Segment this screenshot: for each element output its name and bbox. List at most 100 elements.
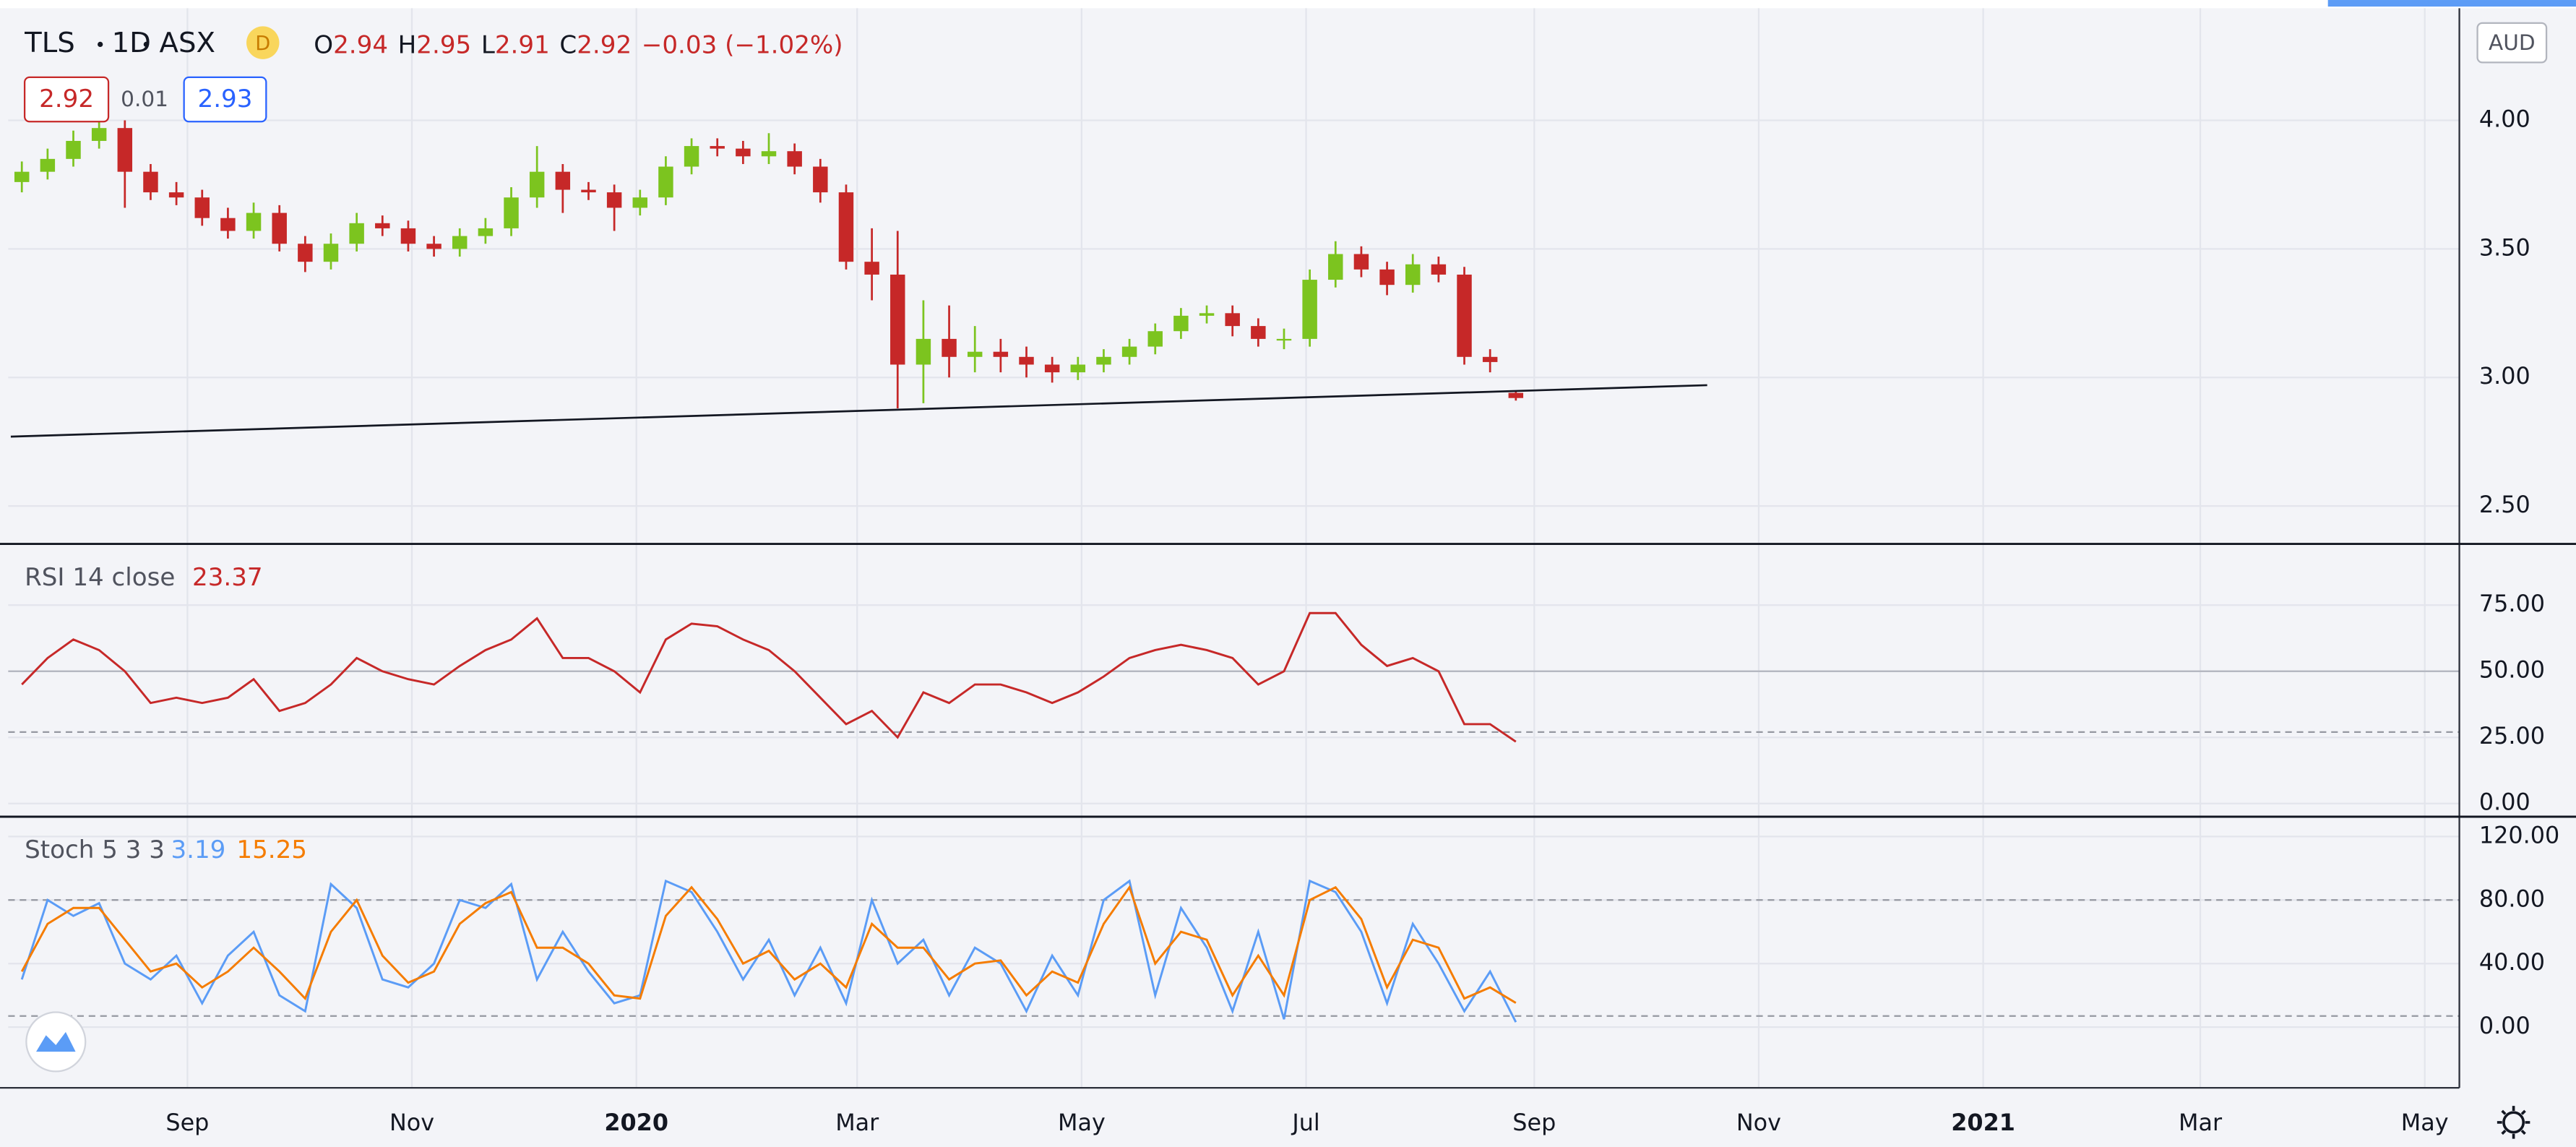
candle-body [1328,254,1343,280]
top-bar-highlight [2327,0,2576,7]
candle-body [91,128,107,141]
bid-box[interactable] [23,76,110,123]
pane-title: RSI 14 close [25,563,175,592]
candle-body [426,244,441,249]
ohlc-label: O [314,30,333,59]
spread: 0.01 [121,87,168,111]
candle-body [1276,338,1292,341]
candle-body [606,192,622,208]
symbol: TLS [24,27,75,59]
candle-body [1121,346,1137,357]
x-tick-label: Nov [1736,1109,1781,1136]
logo-icon [36,1031,76,1052]
ohlc-value: 2.94 [333,30,388,59]
x-tick-label: Sep [1512,1109,1556,1136]
candle-body [1096,356,1111,365]
x-tick-label: May [1058,1109,1106,1136]
candle-body [1379,269,1395,285]
candle-body [1044,364,1060,373]
candle-body [349,223,364,244]
logo-button[interactable] [25,1011,87,1073]
ask-box[interactable] [183,76,267,123]
candle-body [1431,264,1447,275]
candle-body [117,128,133,172]
ask[interactable]: 2.93 [198,85,253,113]
candle-body [375,223,390,228]
y-tick-label: 75.00 [2479,590,2545,617]
candle-body [736,148,751,157]
x-tick-label: Sep [165,1109,209,1136]
candle-body [993,351,1009,357]
bid[interactable]: 2.92 [39,85,94,113]
trend-line [10,384,1707,438]
candle-body [813,166,828,193]
settings-icon[interactable] [2502,1111,2525,1134]
candle-body [1457,274,1472,357]
y-tick-label: 120.00 [2479,821,2559,849]
badge-label: D [255,33,270,55]
candle-body [684,146,699,167]
candle-body [194,197,210,218]
pane-value: 23.37 [192,563,263,592]
y-tick-label: 2.50 [2479,491,2530,518]
pane-title: Stoch 5 3 3 [25,835,165,864]
candle-body [1251,326,1266,339]
candle-body [838,192,854,262]
candle-body [710,146,725,149]
y-tick-label: 50.00 [2479,656,2545,684]
candle-body [478,228,494,236]
y-tick-label: 80.00 [2479,885,2545,912]
currency-box[interactable] [2476,22,2548,64]
ohlc-label: C [559,30,577,59]
currency[interactable]: AUD [2489,30,2536,55]
y-tick-label: 3.00 [2479,362,2530,390]
series-line [21,611,1517,743]
candle-body [942,338,957,357]
candle-body [1353,254,1369,270]
x-tick-label: 2021 [1951,1109,2015,1136]
ohlc-value: 2.91 [495,30,550,59]
series-line [20,885,1517,1004]
candle-body [1482,356,1498,362]
candle-body [143,171,158,193]
candle-body [1405,264,1421,285]
x-tick-label: Mar [2179,1109,2223,1136]
candle-body [1508,392,1524,398]
ohlc: O2.94 H2.95 L2.91 C2.92 −0.03 (−1.02%) [314,30,843,59]
candle-body [787,151,802,167]
candle-body [529,171,545,198]
candle-body [581,189,596,193]
ohlc-value: 2.95 [416,30,471,59]
x-tick-label: Nov [389,1109,434,1136]
candle-body [400,228,416,244]
candle-body [1070,364,1086,373]
candle-body [967,351,983,357]
pane-value: 15.25 [236,835,307,864]
y-tick-label: 25.00 [2479,722,2545,749]
top-bar [0,0,2576,9]
candle-body [1173,315,1189,332]
candle-body [1302,280,1317,339]
candle-body [1019,356,1034,365]
candle-body [66,140,81,159]
candle-body [916,338,931,365]
y-tick-label: 40.00 [2479,948,2545,976]
candle-body [761,151,777,157]
candle-body [323,244,339,262]
candle-body [168,192,184,198]
y-tick-label: 0.00 [2479,789,2530,816]
marks [10,117,1707,1023]
y-tick-label: 0.00 [2479,1012,2530,1039]
separator-dot [98,41,103,48]
exchange: ASX [160,27,215,59]
settings-icon-teeth [2497,1106,2530,1139]
ohlc-label: L [481,30,495,59]
ohlc-value: 2.92 [577,30,632,59]
candle-body [658,166,673,198]
y-tick-label: 3.50 [2479,233,2530,261]
candle-body [40,158,56,172]
candle-body [220,218,236,231]
